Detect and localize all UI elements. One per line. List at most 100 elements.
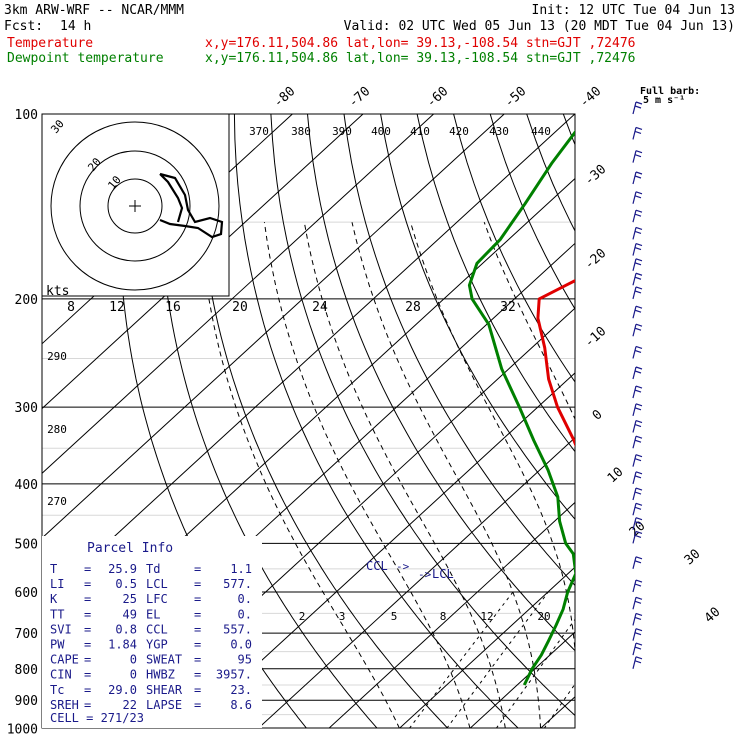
wind-barb [632,191,643,204]
wind-barb-staff [632,150,637,163]
parcel-param-name: LCL [146,577,168,591]
wind-barb [632,272,643,286]
wind-barb [632,612,643,626]
parcel-param-name: CAPE [50,653,79,667]
wind-barb-flag [634,600,642,604]
parcel-param-name: Td [146,562,160,576]
wind-barb [632,126,643,140]
wind-barb-flag [635,150,643,154]
wind-barb-staff [632,243,637,256]
wind-barb-staff [632,324,637,337]
wind-barb-flag [635,209,643,213]
parcel-param-value: 8.6 [230,698,252,712]
dry-adiabat [158,114,378,728]
parcel-param-name: T [50,562,57,576]
wind-barb [632,419,643,433]
mixing-ratio-label: 2 [299,610,306,623]
parcel-param-name: CCL [146,622,168,636]
wind-barb-flag [635,419,643,424]
wind-barb-flag [634,632,642,636]
parcel-param-eq: = [84,668,91,682]
wind-barb-flag [634,423,642,428]
wind-barb-flag [635,286,643,290]
wind-barb-staff [632,471,637,485]
wind-barb-flag [635,191,643,195]
wind-barb-staff [632,403,637,417]
moist-adiabat [351,222,542,728]
cell-motion: CELL = 271/23 [50,711,144,725]
wind-barb [632,596,643,610]
wind-barb-flag [635,656,643,660]
wind-barb-staff [632,579,637,593]
wind-barb-staff [632,101,637,115]
wind-barbs [632,101,643,669]
wind-barb [632,502,643,516]
pressure-label: 700 [15,627,38,642]
parcel-param-eq: = [84,653,91,667]
parcel-param-value: 1.84 [108,638,137,652]
plot-border [41,113,576,729]
parcel-param-value: 25 [123,592,137,606]
wind-barb [632,385,643,399]
hodograph-speed-label: 20 [232,300,248,315]
wind-barb-flag [634,213,642,217]
wind-barb-flag [635,126,643,130]
parcel-param-value: 23. [230,683,252,697]
temperature-profile [536,278,575,448]
wind-barb-staff [632,385,637,399]
parcel-param-eq: = [84,638,91,652]
parcel-param-eq: = [194,607,201,621]
wind-barb [632,579,643,593]
wind-barb-flag [634,195,642,199]
wind-barb-staff [632,191,637,204]
wind-barb-flag [634,521,642,525]
wind-barb-staff [632,436,637,449]
hodograph-trace [159,172,224,239]
wind-barb [632,403,643,417]
wind-barb-flag [634,458,642,462]
wind-barb-flag [635,628,643,632]
valid-time: Valid: 02 UTC Wed 05 Jun 13 (20 MDT Tue … [344,19,735,34]
parcel-param-name: CIN [50,668,72,682]
pressure-label: 200 [15,293,38,308]
parcel-param-value: 0.8 [115,622,137,636]
lcl-arrow-icon: -> [418,568,432,581]
wind-barb-staff [632,503,637,516]
wind-barb-flag [635,435,643,439]
dewpoint-profile [467,129,575,686]
wind-barb-staff [632,454,637,467]
wind-barb [632,226,643,240]
theta-label: 420 [449,125,469,138]
parcel-param-eq: = [194,562,201,576]
pressure-label: 100 [15,108,38,123]
parcel-param-name: SVI [50,622,72,636]
hodograph-speed-label: 32 [500,300,516,315]
wind-barb-staff [632,346,637,359]
wind-barb-staff [632,258,637,271]
parcel-param-eq: = [84,683,91,697]
wind-barb-staff [632,210,637,223]
theta-label: 390 [332,125,352,138]
wind-barb-staff [632,227,637,240]
parcel-param-eq: = [194,622,201,636]
plot-frame [41,113,576,729]
wind-barb-flag [635,502,643,506]
wind-barb-staff [632,487,637,501]
mixing-ratio-line [446,591,549,728]
mixing-ratio-line [543,683,575,728]
parcel-param-value: 49 [123,607,137,621]
moist-adiabat [303,222,506,728]
theta-label: 370 [249,125,269,138]
wind-barb-flag [634,230,642,234]
wind-barb [632,656,643,669]
isotherm [42,114,575,604]
isotherm [42,114,364,410]
parcel-param-name: Tc [50,683,64,697]
wind-barb-staff [632,171,637,185]
parcel-param-eq: = [194,638,201,652]
parcel-param-eq: = [194,577,201,591]
wind-barb-staff [632,642,637,656]
parcel-param-name: LAPSE [146,698,182,712]
mixing-ratio-labels: 2 3 5 8 12 20 [299,610,551,623]
theta-label: 380 [291,125,311,138]
